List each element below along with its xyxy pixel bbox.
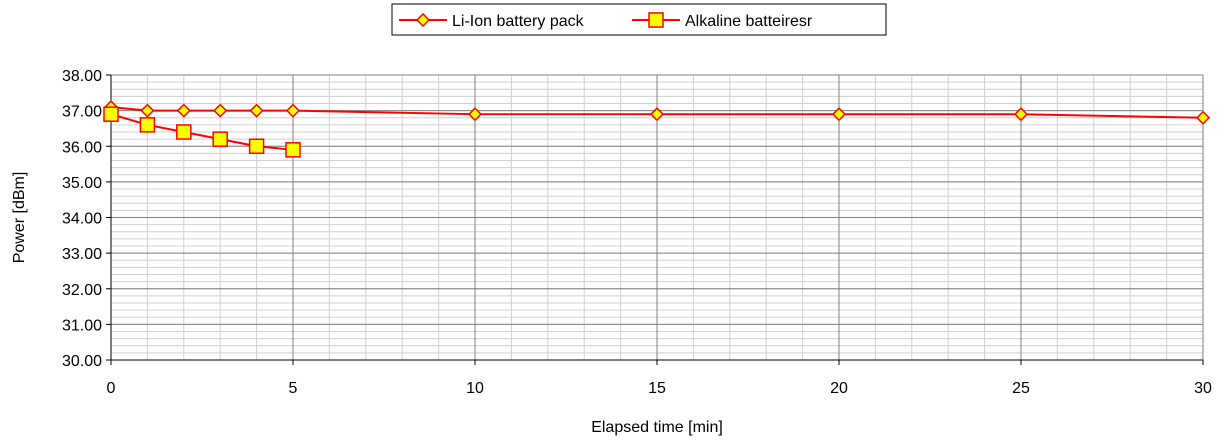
tick-labels: 30.00 31.00 32.00 33.00 34.00 35.00 36.00 37.00… xyxy=(62,68,1212,397)
data-point-square xyxy=(212,131,228,147)
legend-label-li-ion: Li-Ion battery pack xyxy=(452,13,585,30)
y-tick-label: 36.00 xyxy=(62,139,102,156)
data-point-diamond xyxy=(649,107,665,122)
y-tick-label: 33.00 xyxy=(62,246,102,263)
data-point-diamond xyxy=(1195,110,1211,125)
data-point-diamond xyxy=(1013,107,1029,122)
x-axis-title: Elapsed time [min] xyxy=(591,419,723,436)
data-point-diamond xyxy=(176,103,191,118)
data-point-diamond xyxy=(831,107,847,122)
x-tick-label: 15 xyxy=(648,380,666,397)
x-tick-label: 0 xyxy=(107,380,116,397)
y-tick-label: 30.00 xyxy=(62,353,102,370)
data-point-square xyxy=(139,117,156,133)
data-point-square xyxy=(248,138,265,154)
data-point-square xyxy=(176,124,192,140)
legend-item-alkaline: Alkaline batteiresr xyxy=(632,12,813,30)
x-tick-label: 30 xyxy=(1194,380,1212,397)
y-tick-label: 32.00 xyxy=(62,282,102,299)
y-tick-label: 31.00 xyxy=(62,317,102,334)
data-point-diamond xyxy=(249,103,264,118)
data-point-diamond xyxy=(467,107,483,122)
legend-label-alkaline: Alkaline batteiresr xyxy=(685,13,813,30)
data-point-square xyxy=(103,106,119,122)
y-axis-title: Power [dBm] xyxy=(11,172,28,264)
data-point-square xyxy=(285,142,301,158)
legend-item-li-ion: Li-Ion battery pack xyxy=(399,12,585,30)
x-tick-label: 20 xyxy=(830,380,848,397)
data-point-diamond xyxy=(285,103,301,118)
legend-marker-alkaline xyxy=(648,12,664,28)
legend: Li-Ion battery pack Alkaline batteiresr xyxy=(391,3,887,36)
data-point-diamond xyxy=(213,103,228,118)
data-point-diamond xyxy=(140,103,155,118)
x-tick-label: 5 xyxy=(289,380,298,397)
x-tick-label: 10 xyxy=(466,380,484,397)
y-tick-label: 34.00 xyxy=(62,211,102,228)
y-tick-label: 35.00 xyxy=(62,175,102,192)
y-tick-label: 38.00 xyxy=(62,68,102,85)
legend-marker-li-ion xyxy=(415,12,431,28)
series-markers xyxy=(103,100,1211,158)
x-tick-label: 25 xyxy=(1012,380,1030,397)
y-tick-label: 37.00 xyxy=(62,104,102,121)
